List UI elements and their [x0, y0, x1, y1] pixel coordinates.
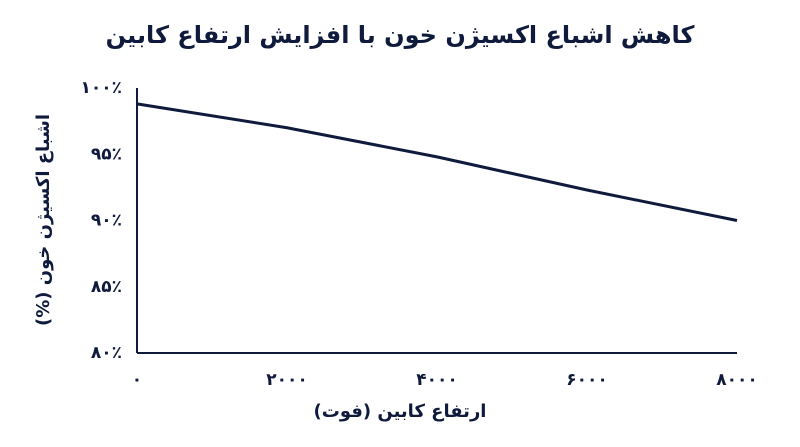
y-tick-label: ۸۵٪: [91, 277, 122, 297]
x-tick-label: ۴۰۰۰: [416, 370, 458, 390]
y-tick-label: ۱۰۰٪: [80, 78, 122, 98]
y-tick-label: ۸۰٪: [91, 343, 122, 363]
y-tick-label: ۹۵٪: [91, 144, 122, 164]
x-tick-label: ۶۰۰۰: [566, 370, 608, 390]
x-tick-label: ۸۰۰۰: [716, 370, 758, 390]
y-tick-label: ۹۰٪: [91, 211, 122, 231]
line-series: [136, 102, 738, 222]
x-tick-label: ۰: [132, 370, 142, 390]
chart-title: کاهش اشباع اکسیژن خون با افزایش ارتفاع ک…: [106, 21, 695, 49]
x-axis-label: ارتفاع کابین (فوت): [314, 401, 487, 422]
x-tick-label: ۲۰۰۰: [266, 370, 308, 390]
y-axis-label: اشباع اکسیژن خون (%): [33, 114, 54, 326]
